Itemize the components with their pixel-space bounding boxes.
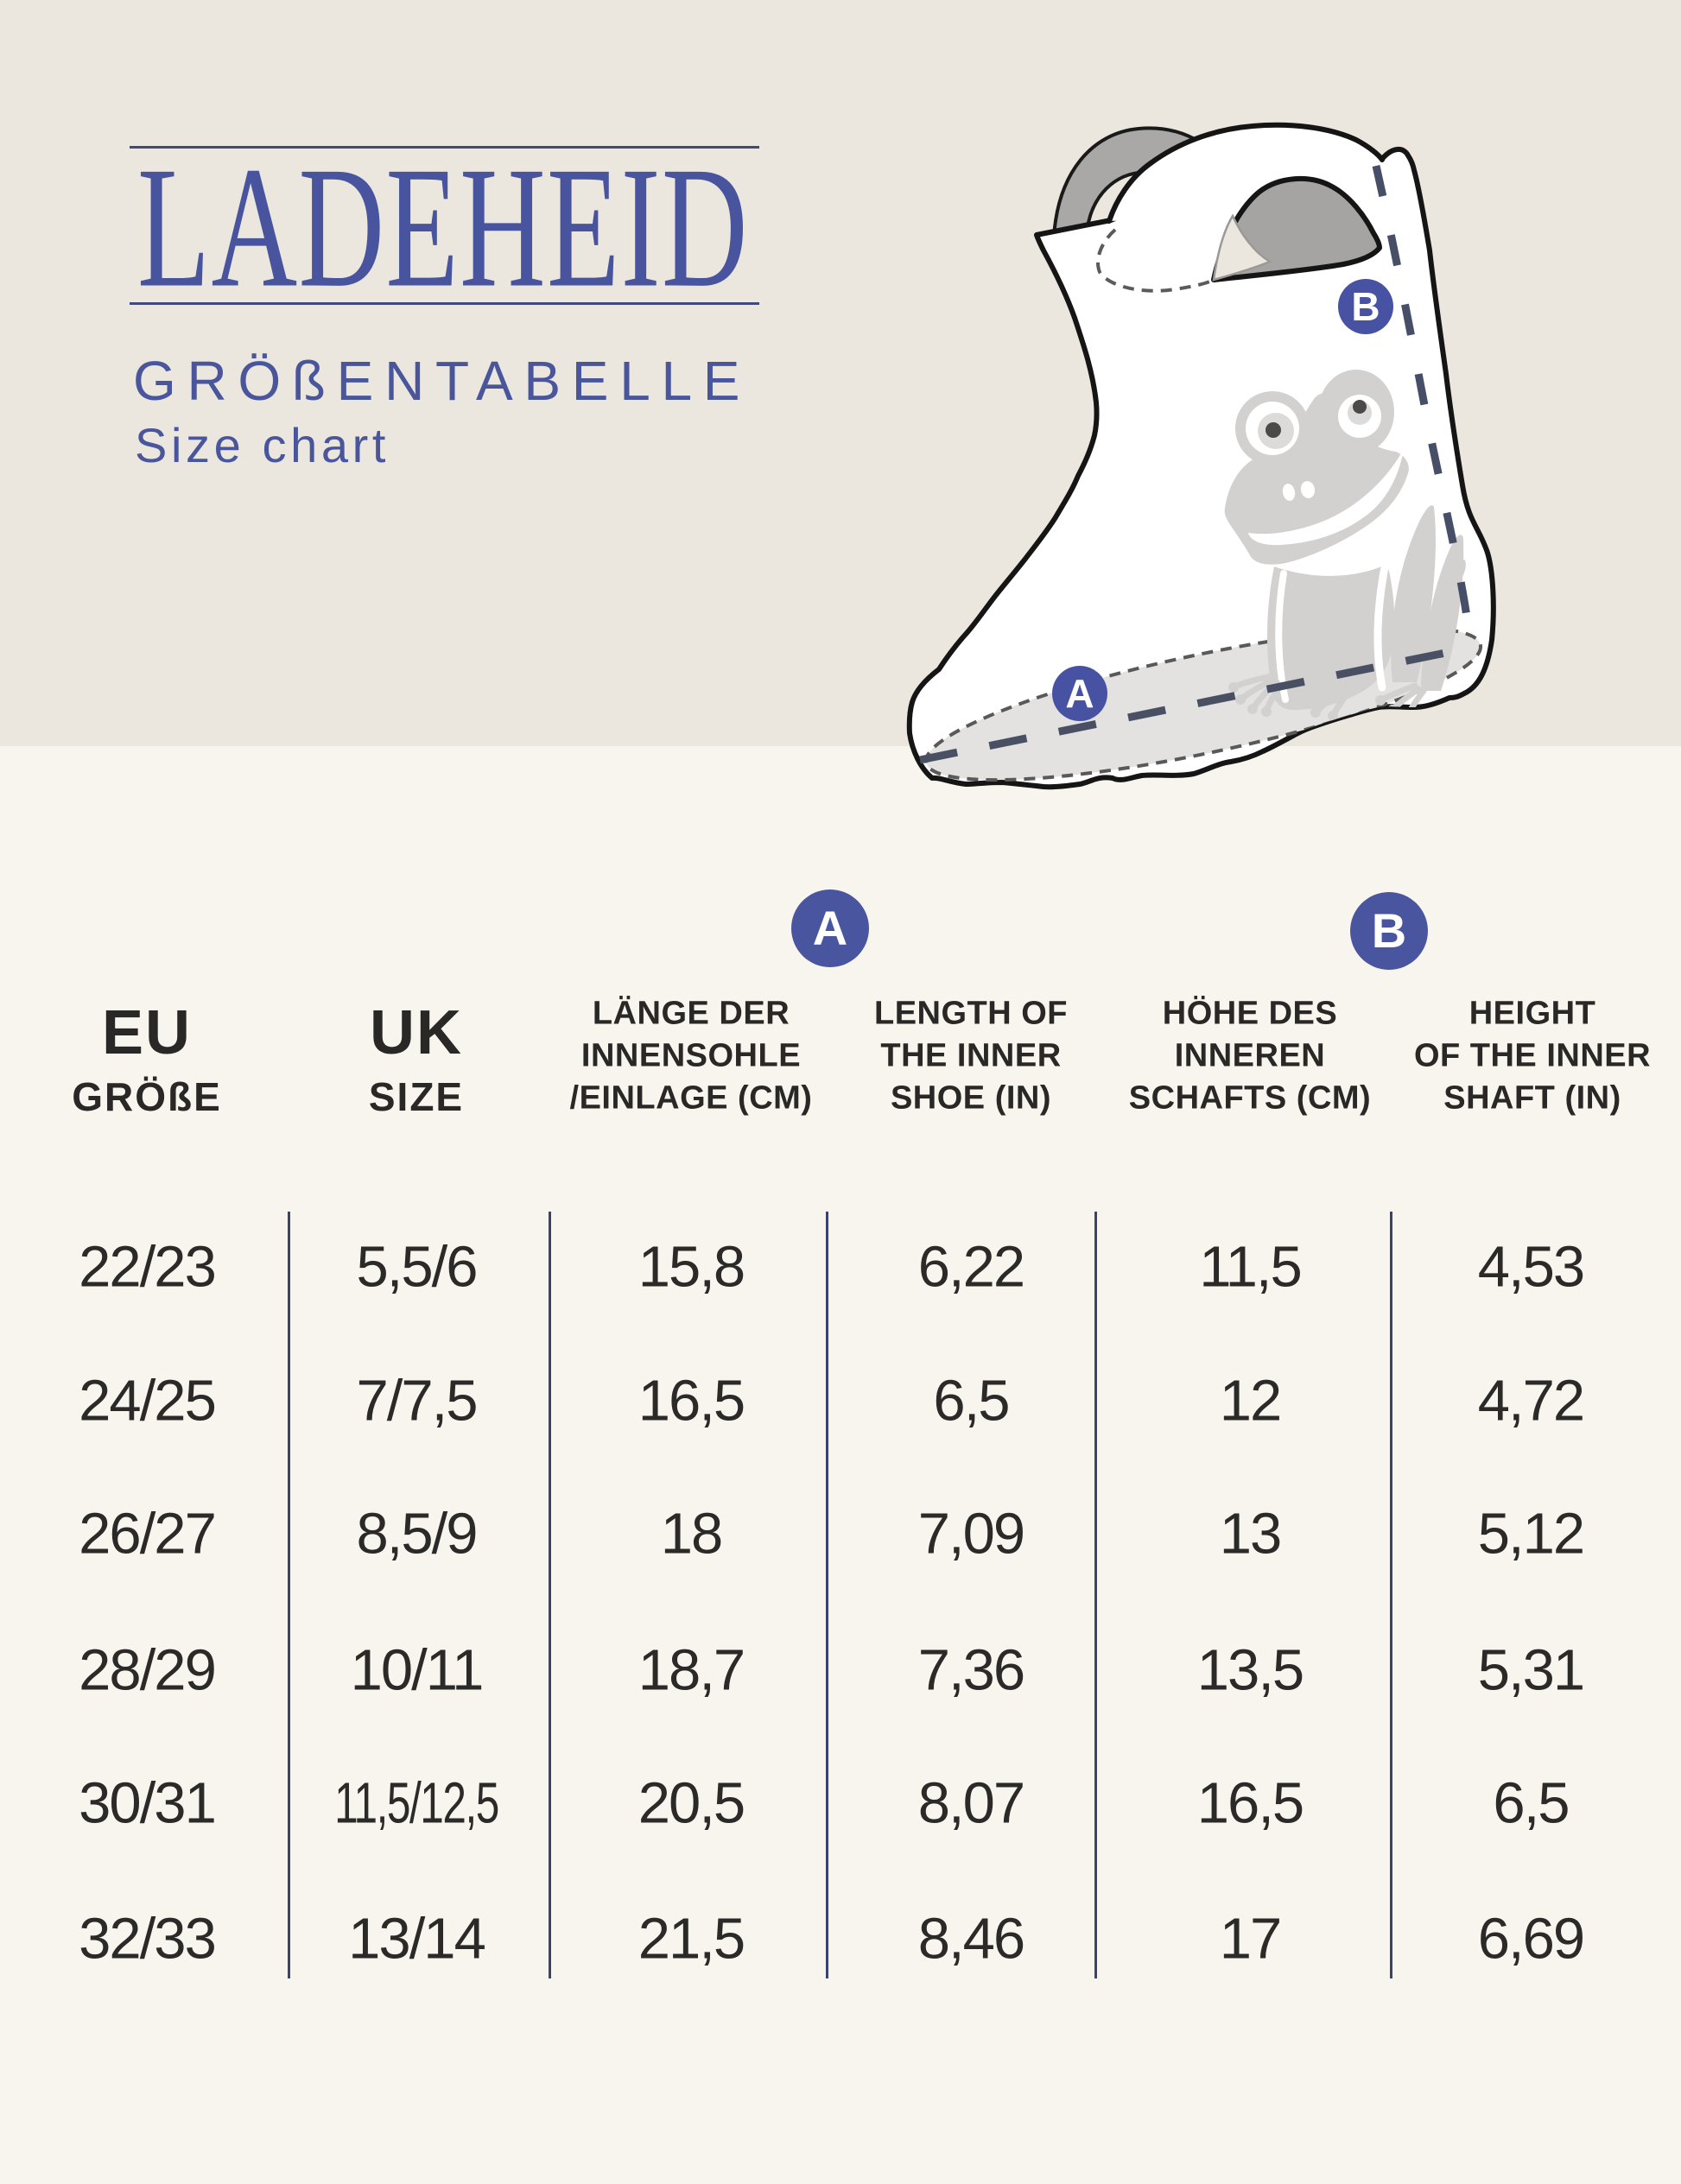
svg-text:A: A (1065, 671, 1094, 716)
svg-text:B: B (1351, 284, 1380, 329)
